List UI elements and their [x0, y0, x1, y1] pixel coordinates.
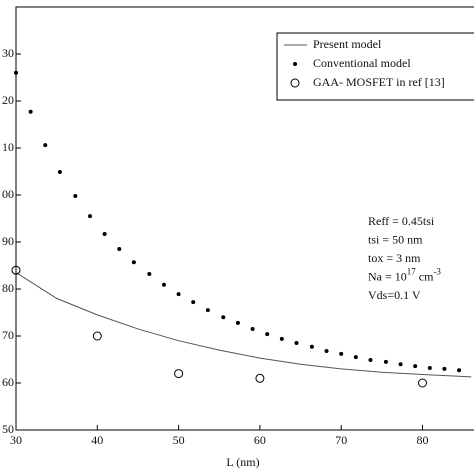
data-point — [442, 366, 447, 371]
y-tick-label: 50 — [2, 422, 14, 436]
legend-label: Conventional model — [313, 56, 411, 70]
annotation-sup: -3 — [433, 267, 441, 277]
y-tick-label: 80 — [2, 281, 14, 295]
data-point — [235, 320, 240, 325]
data-point — [147, 271, 152, 276]
legend-swatch — [293, 62, 297, 66]
data-point — [457, 368, 462, 373]
annotation-part: Na = 10 — [368, 269, 407, 283]
x-tick-label: 70 — [335, 433, 347, 447]
data-point — [92, 331, 102, 341]
annotation: tsi = 50 nm — [368, 232, 423, 246]
data-point — [11, 265, 21, 275]
data-point — [418, 378, 427, 388]
data-point — [255, 373, 265, 383]
data-point — [14, 70, 18, 75]
data-point — [205, 308, 210, 313]
annotation-part: cm — [416, 269, 434, 283]
data-point — [339, 351, 344, 356]
data-point — [102, 232, 107, 237]
y-tick-label: 60 — [2, 375, 14, 389]
data-point — [87, 214, 92, 219]
data-point — [73, 193, 78, 198]
y-tick-label: 20 — [2, 93, 14, 107]
x-axis-label: L (nm) — [226, 455, 259, 469]
data-point — [174, 369, 184, 379]
data-point — [265, 332, 270, 337]
legend-label: Present model — [313, 37, 382, 51]
data-point — [43, 143, 48, 148]
data-point — [250, 326, 255, 331]
y-tick-label: 70 — [2, 328, 14, 342]
data-point — [28, 109, 33, 114]
annotation: tox = 3 nm — [368, 251, 421, 265]
x-tick-label: 50 — [173, 433, 185, 447]
model-line — [15, 272, 472, 378]
data-point — [131, 260, 136, 265]
y-tick-label: 30 — [2, 46, 14, 60]
plot-frame — [15, 6, 474, 431]
data-point — [117, 247, 122, 252]
data-point — [427, 365, 432, 370]
x-tick-label: 40 — [91, 433, 103, 447]
data-point — [279, 336, 284, 341]
data-point — [413, 364, 418, 369]
annotation: Na = 1017 cm-3 — [368, 267, 441, 284]
data-point — [191, 300, 196, 305]
annotation: Vds=0.1 V — [368, 288, 421, 302]
annotation: Reff = 0.45tsi — [368, 214, 435, 228]
data-point — [398, 362, 403, 367]
data-point — [368, 357, 373, 362]
y-tick-label: 00 — [2, 187, 14, 201]
legend-swatch — [290, 78, 300, 88]
data-point — [57, 169, 62, 174]
y-tick-label: 90 — [2, 234, 14, 248]
data-point — [294, 341, 299, 346]
data-point — [161, 282, 166, 287]
data-point — [324, 349, 329, 354]
x-tick-label: 60 — [254, 433, 266, 447]
data-point — [353, 355, 358, 360]
data-point — [176, 292, 181, 297]
legend-box — [276, 32, 474, 101]
legend-label: GAA- MOSFET in ref [13] — [313, 75, 445, 89]
x-tick-label: 80 — [417, 433, 429, 447]
data-point — [309, 344, 314, 349]
annotation-sup: 17 — [407, 267, 417, 277]
x-tick-label: 30 — [10, 433, 22, 447]
y-tick-label: 10 — [2, 140, 14, 154]
data-point — [383, 359, 388, 364]
data-point — [221, 315, 226, 320]
